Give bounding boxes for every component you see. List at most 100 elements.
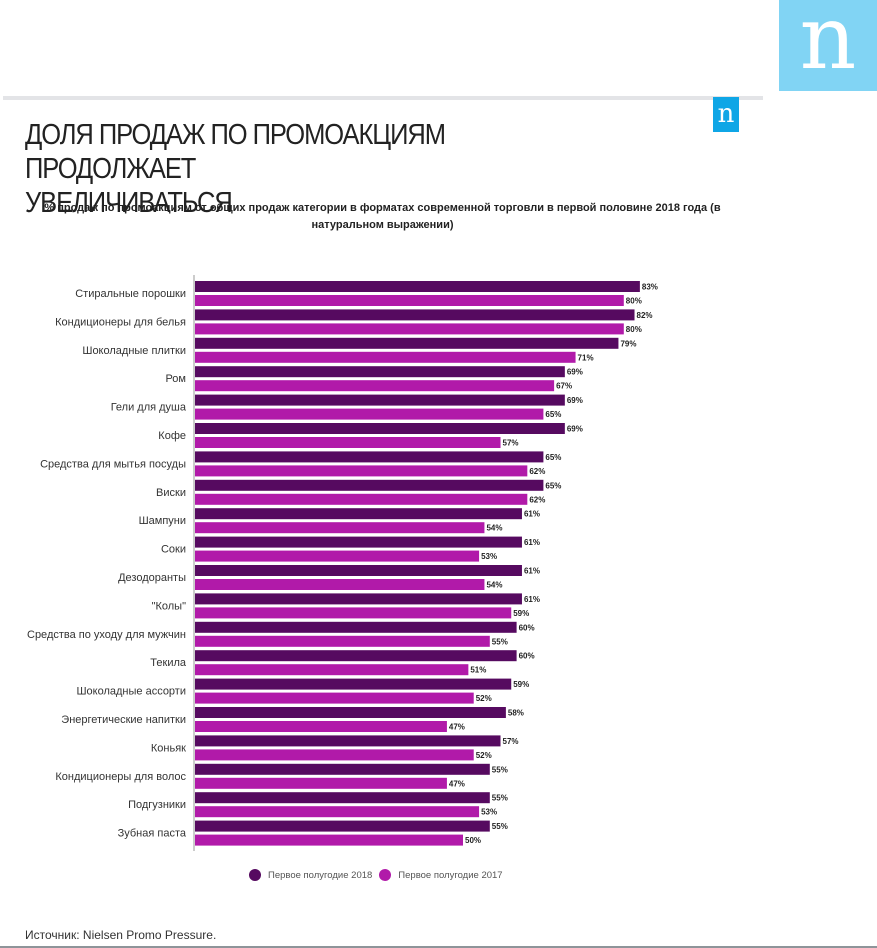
data-label-2018: 61% <box>524 538 540 547</box>
data-label-2017: 62% <box>529 467 545 476</box>
bar-2017 <box>195 806 480 818</box>
data-label-2017: 47% <box>449 723 465 732</box>
bar-2017 <box>195 550 480 562</box>
bar-2018 <box>195 508 522 520</box>
legend-dot-2018-icon <box>249 869 261 881</box>
data-label-2017: 54% <box>486 581 502 590</box>
data-label-2018: 69% <box>567 425 583 434</box>
data-label-2017: 80% <box>626 325 642 334</box>
bar-2018 <box>195 735 501 747</box>
data-label-2018: 65% <box>545 481 561 490</box>
category-label: "Колы" <box>152 600 187 612</box>
category-label: Соки <box>161 544 186 556</box>
category-label: Шоколадные плитки <box>82 345 186 357</box>
source-note: Источник: Nielsen Promo Pressure. <box>25 928 217 942</box>
data-label-2018: 59% <box>513 680 529 689</box>
bar-2017 <box>195 465 528 477</box>
bar-2018 <box>195 451 544 463</box>
bar-2018 <box>195 621 517 633</box>
nielsen-logo: n <box>779 0 877 91</box>
data-label-2017: 80% <box>626 297 642 306</box>
category-label: Шоколадные ассорти <box>76 686 186 698</box>
data-label-2017: 65% <box>545 410 561 419</box>
data-label-2018: 61% <box>524 510 540 519</box>
bar-2017 <box>195 579 485 590</box>
bar-2018 <box>195 678 512 690</box>
bar-2017 <box>195 635 490 647</box>
data-label-2017: 53% <box>481 552 497 561</box>
data-label-2018: 69% <box>567 396 583 405</box>
bar-2017 <box>195 607 512 619</box>
category-label: Средства по уходу для мужчин <box>27 629 186 641</box>
legend-label-2017: Первое полугодие 2017 <box>398 869 503 881</box>
bar-2017 <box>195 777 447 789</box>
data-label-2017: 62% <box>529 495 545 504</box>
data-label-2017: 59% <box>513 609 529 618</box>
bar-2017 <box>195 721 447 732</box>
data-label-2018: 60% <box>519 652 535 661</box>
data-label-2017: 57% <box>503 439 519 448</box>
bar-2018 <box>195 565 522 576</box>
data-label-2018: 58% <box>508 709 524 718</box>
bar-2017 <box>195 408 544 420</box>
category-label: Кофе <box>158 430 186 442</box>
data-label-2017: 71% <box>578 353 594 362</box>
bar-2018 <box>195 281 640 292</box>
bar-2017 <box>195 493 528 505</box>
data-label-2017: 53% <box>481 808 497 817</box>
data-label-2017: 51% <box>470 666 486 675</box>
data-label-2018: 61% <box>524 567 540 576</box>
category-label: Средства для мытья посуды <box>40 458 186 470</box>
category-label: Кондиционеры для волос <box>55 771 186 783</box>
data-label-2018: 65% <box>545 453 561 462</box>
bar-2018 <box>195 366 565 378</box>
data-label-2018: 60% <box>519 623 535 632</box>
bar-2017 <box>195 664 469 676</box>
category-label: Гели для душа <box>111 402 187 414</box>
data-label-2017: 55% <box>492 637 508 646</box>
category-label: Стиральные порошки <box>75 288 186 300</box>
bar-2018 <box>195 337 619 349</box>
bar-2017 <box>195 295 624 306</box>
data-label-2017: 67% <box>556 382 572 391</box>
legend-dot-2017-icon <box>379 869 392 881</box>
data-label-2018: 69% <box>567 368 583 377</box>
page-title: ДОЛЯ ПРОДАЖ ПО ПРОМОАКЦИЯМ ПРОДОЛЖАЕТ УВ… <box>25 119 446 219</box>
small-logo-letter: n <box>717 99 735 129</box>
footer-divider <box>0 946 877 948</box>
bar-2018 <box>195 309 635 321</box>
legend-item-2017: Первое полугодие 2017 <box>379 869 503 881</box>
bar-2018 <box>195 707 506 718</box>
bar-2017 <box>195 692 474 704</box>
category-label: Виски <box>156 487 186 499</box>
header-divider <box>3 96 763 100</box>
chart-subtitle: % продаж по промоакциям от общих продаж … <box>44 202 721 231</box>
data-label-2017: 52% <box>476 751 492 760</box>
category-label: Кондиционеры для белья <box>55 316 186 328</box>
bar-2018 <box>195 820 490 832</box>
bar-2018 <box>195 593 522 605</box>
data-label-2017: 54% <box>486 524 502 533</box>
bar-2018 <box>195 394 565 406</box>
legend-item-2018: Первое полугодие 2018 <box>249 869 372 881</box>
category-label: Энергетические напитки <box>61 714 186 726</box>
category-label: Коньяк <box>151 742 186 754</box>
data-label-2018: 57% <box>503 737 519 746</box>
bar-2017 <box>195 749 474 761</box>
bar-2017 <box>195 834 463 846</box>
legend-label-2018: Первое полугодие 2018 <box>268 869 373 881</box>
chart-legend: Первое полугодие 2018 Первое полугодие 2… <box>249 869 510 881</box>
data-label-2018: 55% <box>492 794 508 803</box>
bar-2018 <box>195 763 490 775</box>
bar-2017 <box>195 380 555 392</box>
category-label: Ром <box>165 373 186 385</box>
bar-2018 <box>195 650 517 662</box>
category-label: Зубная паста <box>118 828 187 840</box>
category-label: Шампуни <box>139 515 186 527</box>
nielsen-small-logo: n <box>713 97 739 132</box>
bar-2017 <box>195 522 485 534</box>
bar-2017 <box>195 437 501 448</box>
logo-letter: n <box>799 0 857 89</box>
bar-2018 <box>195 536 522 548</box>
